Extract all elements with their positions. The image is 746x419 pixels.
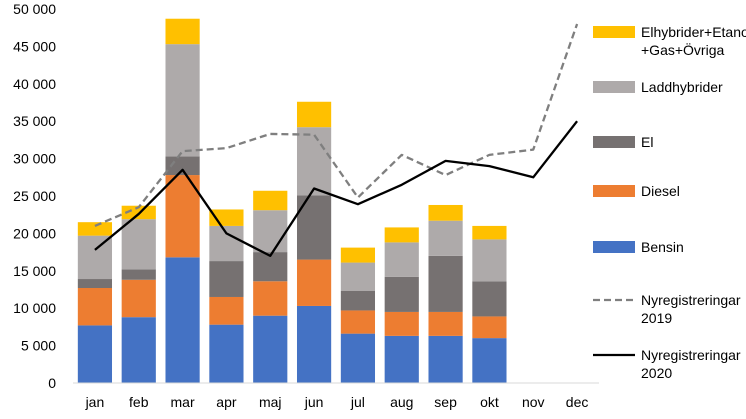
bar-segment [428, 255, 463, 312]
x-tick-label: apr [216, 394, 237, 410]
series-line [94, 23, 579, 227]
legend-label: Nyregistreringar [641, 292, 741, 308]
legend-swatch [593, 81, 635, 93]
bar-segment [384, 242, 419, 277]
bar-segment [77, 325, 113, 383]
bar-segment [77, 279, 113, 289]
bar-segment [384, 227, 419, 243]
y-tick-label: 35 000 [13, 113, 56, 129]
x-axis: jan feb mar apr maj jun jul aug sep okt nov dec [73, 382, 599, 410]
bar-segment [209, 225, 244, 262]
bar-segment [472, 281, 507, 317]
legend-label: +Gas+Övriga [641, 41, 724, 58]
bar-segment [428, 311, 463, 336]
y-tick-label: 5 000 [21, 338, 56, 354]
legend-label: 2019 [641, 310, 672, 326]
bar-segment [340, 290, 376, 311]
x-tick-label: feb [129, 394, 149, 410]
bar-segment [253, 210, 288, 253]
bar-segment [384, 311, 419, 336]
x-tick-label: mar [171, 394, 195, 410]
bar-segment [77, 288, 113, 326]
bar-segment [384, 276, 419, 312]
legend-label: Diesel [641, 183, 680, 199]
x-tick-label: maj [259, 394, 282, 410]
bar-segment [77, 235, 113, 280]
bar-segment [121, 279, 156, 318]
y-tick-label: 50 000 [13, 1, 56, 17]
bar-segment [209, 296, 244, 325]
x-tick-label: sep [434, 394, 457, 410]
bar-segment [165, 257, 200, 383]
bar-segment [472, 316, 507, 339]
bar-segment [340, 262, 376, 291]
bar-segment [253, 315, 288, 383]
line-series-group [94, 23, 579, 257]
x-tick-label: jul [350, 394, 365, 410]
legend: Elhybrider+Etanol+Gas+Övriga Laddhybrider… [593, 24, 746, 381]
bar-segment [165, 175, 200, 258]
bar-segment [121, 269, 156, 280]
bar-segment [340, 310, 376, 334]
bar-segment [472, 239, 507, 282]
y-tick-label: 25 000 [13, 188, 56, 204]
legend-label: Elhybrider+Etanol [641, 24, 746, 40]
bar-segment [165, 44, 200, 157]
legend-swatch [593, 241, 635, 253]
y-tick-label: 0 [48, 375, 56, 391]
x-tick-label: nov [522, 394, 545, 410]
bar-segment [121, 219, 156, 270]
legend-label: 2020 [641, 365, 672, 381]
bar-segment [253, 281, 288, 316]
y-axis: 0 5 000 10 000 15 000 20 000 25 000 30 000 35 0… [13, 1, 56, 391]
series-line [94, 120, 578, 257]
bar-segment [428, 335, 463, 383]
bar-segment [384, 335, 419, 383]
legend-label: Bensin [641, 239, 684, 255]
bar-segment [253, 190, 288, 211]
bar-segment [121, 317, 156, 383]
bar-segment [296, 305, 332, 383]
bar-segment [296, 127, 332, 196]
bar-segment [209, 324, 244, 383]
x-tick-label: aug [390, 394, 413, 410]
bar-segment [472, 225, 507, 240]
x-tick-label: dec [566, 394, 589, 410]
x-tick-label: jun [304, 394, 324, 410]
y-tick-label: 15 000 [13, 263, 56, 279]
bar-segment [296, 101, 332, 128]
legend-label: Laddhybrider [641, 79, 723, 95]
y-tick-label: 30 000 [13, 151, 56, 167]
legend-label: Nyregistreringar [641, 347, 741, 363]
y-tick-label: 20 000 [13, 225, 56, 241]
legend-label: El [641, 134, 653, 150]
bar-segment [340, 333, 376, 383]
x-tick-label: okt [480, 394, 499, 410]
bar-segment [77, 222, 113, 236]
bar-segment [209, 261, 244, 297]
y-tick-label: 40 000 [13, 76, 56, 92]
bar-segment [428, 220, 463, 256]
y-tick-label: 45 000 [13, 38, 56, 54]
bar-segment [340, 247, 376, 263]
bar-segment [296, 259, 332, 306]
legend-swatch [593, 26, 635, 38]
bar-segment [165, 18, 200, 45]
legend-swatch [593, 185, 635, 197]
bar-segment [472, 338, 507, 383]
legend-swatch [593, 136, 635, 148]
bar-segment [428, 204, 463, 221]
y-tick-label: 10 000 [13, 300, 56, 316]
bar-series-group [77, 18, 507, 383]
x-tick-label: jan [85, 394, 105, 410]
